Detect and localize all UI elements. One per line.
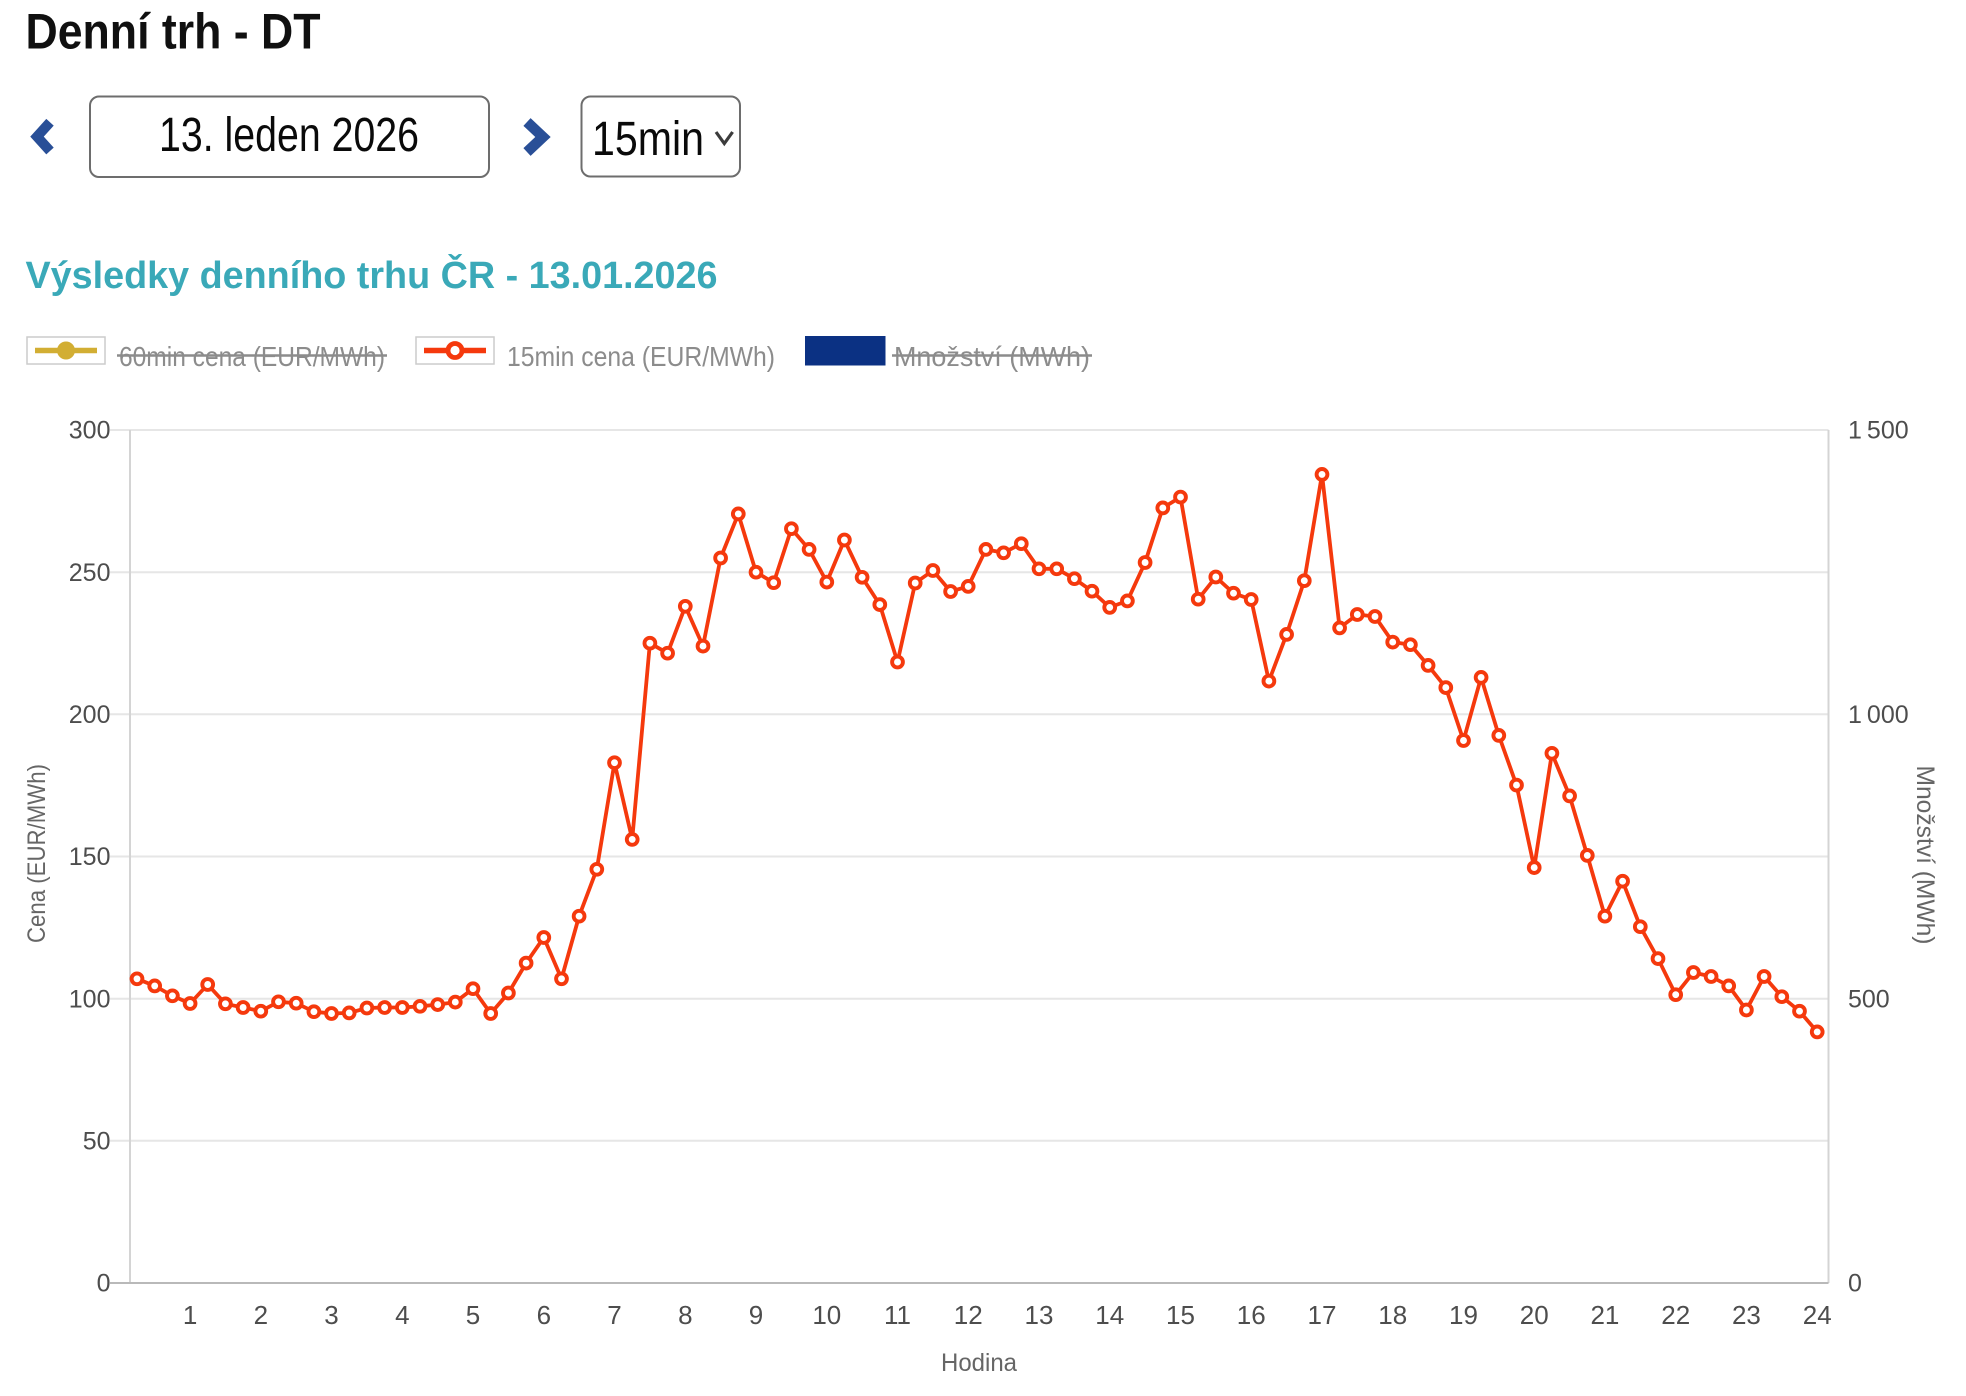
svg-text:Množství (MWh): Množství (MWh) [1911, 766, 1939, 945]
svg-text:1 000: 1 000 [1848, 701, 1909, 729]
svg-text:13. leden 2026: 13. leden 2026 [159, 109, 419, 162]
svg-text:10: 10 [812, 1300, 841, 1330]
svg-text:100: 100 [69, 985, 111, 1013]
svg-text:0: 0 [97, 1270, 111, 1298]
svg-text:Hodina: Hodina [941, 1349, 1017, 1377]
svg-text:250: 250 [69, 559, 111, 587]
svg-text:16: 16 [1237, 1300, 1266, 1330]
svg-text:6: 6 [537, 1300, 551, 1330]
svg-text:15min cena (EUR/MWh): 15min cena (EUR/MWh) [507, 341, 775, 372]
svg-text:1 500: 1 500 [1848, 417, 1909, 445]
svg-text:15: 15 [1166, 1300, 1195, 1330]
svg-text:22: 22 [1661, 1300, 1690, 1330]
svg-text:5: 5 [466, 1300, 480, 1330]
svg-text:9: 9 [749, 1300, 763, 1330]
svg-text:23: 23 [1732, 1300, 1761, 1330]
svg-text:20: 20 [1520, 1300, 1549, 1330]
svg-text:13: 13 [1025, 1300, 1054, 1330]
svg-text:3: 3 [324, 1300, 338, 1330]
svg-text:8: 8 [678, 1300, 692, 1330]
svg-text:200: 200 [69, 701, 111, 729]
svg-text:0: 0 [1848, 1270, 1862, 1298]
svg-text:2: 2 [254, 1300, 268, 1330]
svg-text:500: 500 [1848, 985, 1890, 1013]
svg-text:12: 12 [954, 1300, 983, 1330]
svg-text:300: 300 [69, 417, 111, 445]
svg-text:11: 11 [884, 1300, 911, 1330]
svg-text:150: 150 [69, 843, 111, 871]
svg-text:24: 24 [1803, 1300, 1832, 1330]
svg-text:17: 17 [1308, 1300, 1337, 1330]
svg-text:50: 50 [83, 1127, 111, 1155]
svg-text:Výsledky denního trhu ČR - 13.: Výsledky denního trhu ČR - 13.01.2026 [26, 252, 718, 297]
svg-text:15min: 15min [592, 113, 704, 166]
svg-text:14: 14 [1095, 1300, 1124, 1330]
svg-text:1: 1 [183, 1300, 197, 1330]
svg-text:19: 19 [1449, 1300, 1478, 1330]
svg-text:Cena (EUR/MWh): Cena (EUR/MWh) [23, 764, 51, 943]
svg-text:21: 21 [1590, 1300, 1619, 1330]
svg-text:7: 7 [607, 1300, 621, 1330]
svg-text:18: 18 [1378, 1300, 1407, 1330]
svg-text:4: 4 [395, 1300, 409, 1330]
svg-text:Denní trh - DT: Denní trh - DT [26, 3, 321, 59]
